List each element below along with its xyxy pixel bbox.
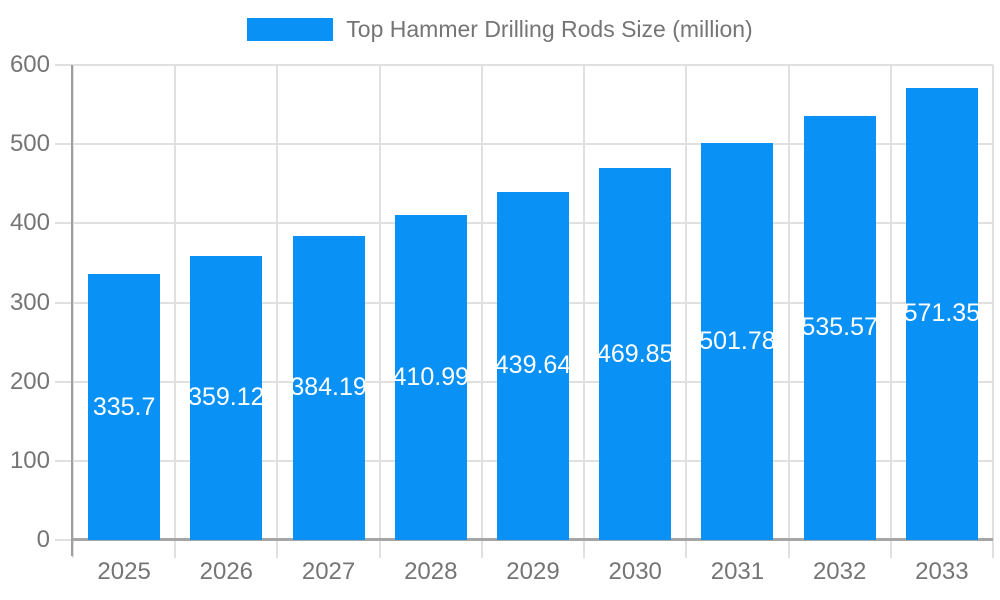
- y-axis-tick: [55, 539, 73, 541]
- bar-value-label: 535.57: [801, 313, 878, 342]
- plot-area: 0 100 200 300 400 500 600 335.7 359.12 384.19 410.…: [10, 52, 994, 585]
- legend-swatch: [247, 18, 334, 41]
- y-axis-tick: [55, 459, 73, 462]
- y-axis-line: [71, 65, 73, 556]
- gridline-vertical: [992, 65, 994, 558]
- x-tick-label: 2029: [506, 558, 560, 585]
- bar: 384.19: [290, 235, 367, 540]
- x-tick-label: 2033: [915, 558, 969, 585]
- gridline-vertical: [276, 65, 279, 558]
- gridline-vertical: [583, 65, 586, 558]
- y-axis-tick: [55, 222, 73, 225]
- legend-label: Top Hammer Drilling Rods Size (million): [346, 16, 753, 42]
- legend-item[interactable]: Top Hammer Drilling Rods Size (million): [247, 16, 753, 43]
- bar: 535.57: [801, 116, 878, 540]
- x-tick-label: 2026: [199, 558, 254, 585]
- bar: 571.35: [903, 87, 981, 540]
- bar: 410.99: [392, 214, 469, 540]
- gridline-vertical: [378, 65, 381, 558]
- x-tick-label: 2025: [97, 558, 151, 585]
- bar-value-label: 359.12: [188, 383, 265, 412]
- gridline-horizontal: [73, 64, 993, 66]
- y-tick-label: 100: [9, 446, 50, 474]
- gridline-vertical: [685, 65, 688, 558]
- y-axis-tick: [55, 301, 73, 304]
- gridline-vertical: [480, 65, 483, 558]
- x-tick-label: 2030: [608, 558, 662, 585]
- bar: 439.64: [494, 191, 572, 540]
- chart-legend: Top Hammer Drilling Rods Size (million): [0, 16, 1000, 43]
- y-tick-label: 500: [9, 130, 50, 158]
- y-tick-label: 600: [9, 51, 50, 78]
- bar-value-label: 469.85: [596, 339, 674, 368]
- x-tick-label: 2031: [710, 558, 765, 585]
- bar: 501.78: [699, 142, 776, 540]
- bar-value-label: 410.99: [392, 362, 469, 391]
- x-tick-label: 2027: [301, 558, 356, 585]
- bar-value-label: 439.64: [494, 351, 572, 380]
- y-tick-label: 0: [36, 526, 50, 553]
- gridline-vertical: [787, 65, 790, 558]
- bar-value-label: 335.7: [92, 392, 156, 421]
- y-axis-tick: [55, 143, 73, 146]
- bar-value-label: 501.78: [699, 326, 776, 355]
- gridline-vertical: [889, 65, 892, 558]
- bar-value-label: 571.35: [903, 299, 981, 328]
- y-tick-label: 300: [9, 288, 50, 316]
- y-axis-tick: [55, 64, 73, 66]
- gridline-vertical: [174, 65, 177, 558]
- bar: 469.85: [596, 168, 674, 540]
- bar-value-label: 384.19: [290, 373, 367, 402]
- x-tick-label: 2028: [404, 558, 458, 585]
- y-tick-label: 200: [9, 367, 50, 395]
- x-tick-label: 2032: [812, 558, 867, 585]
- bar: 359.12: [188, 255, 265, 540]
- y-axis-tick: [55, 380, 73, 383]
- bar: 335.7: [88, 274, 161, 540]
- y-tick-label: 400: [9, 209, 50, 237]
- gridline-vertical: [72, 65, 74, 558]
- gridline-horizontal: [73, 143, 993, 146]
